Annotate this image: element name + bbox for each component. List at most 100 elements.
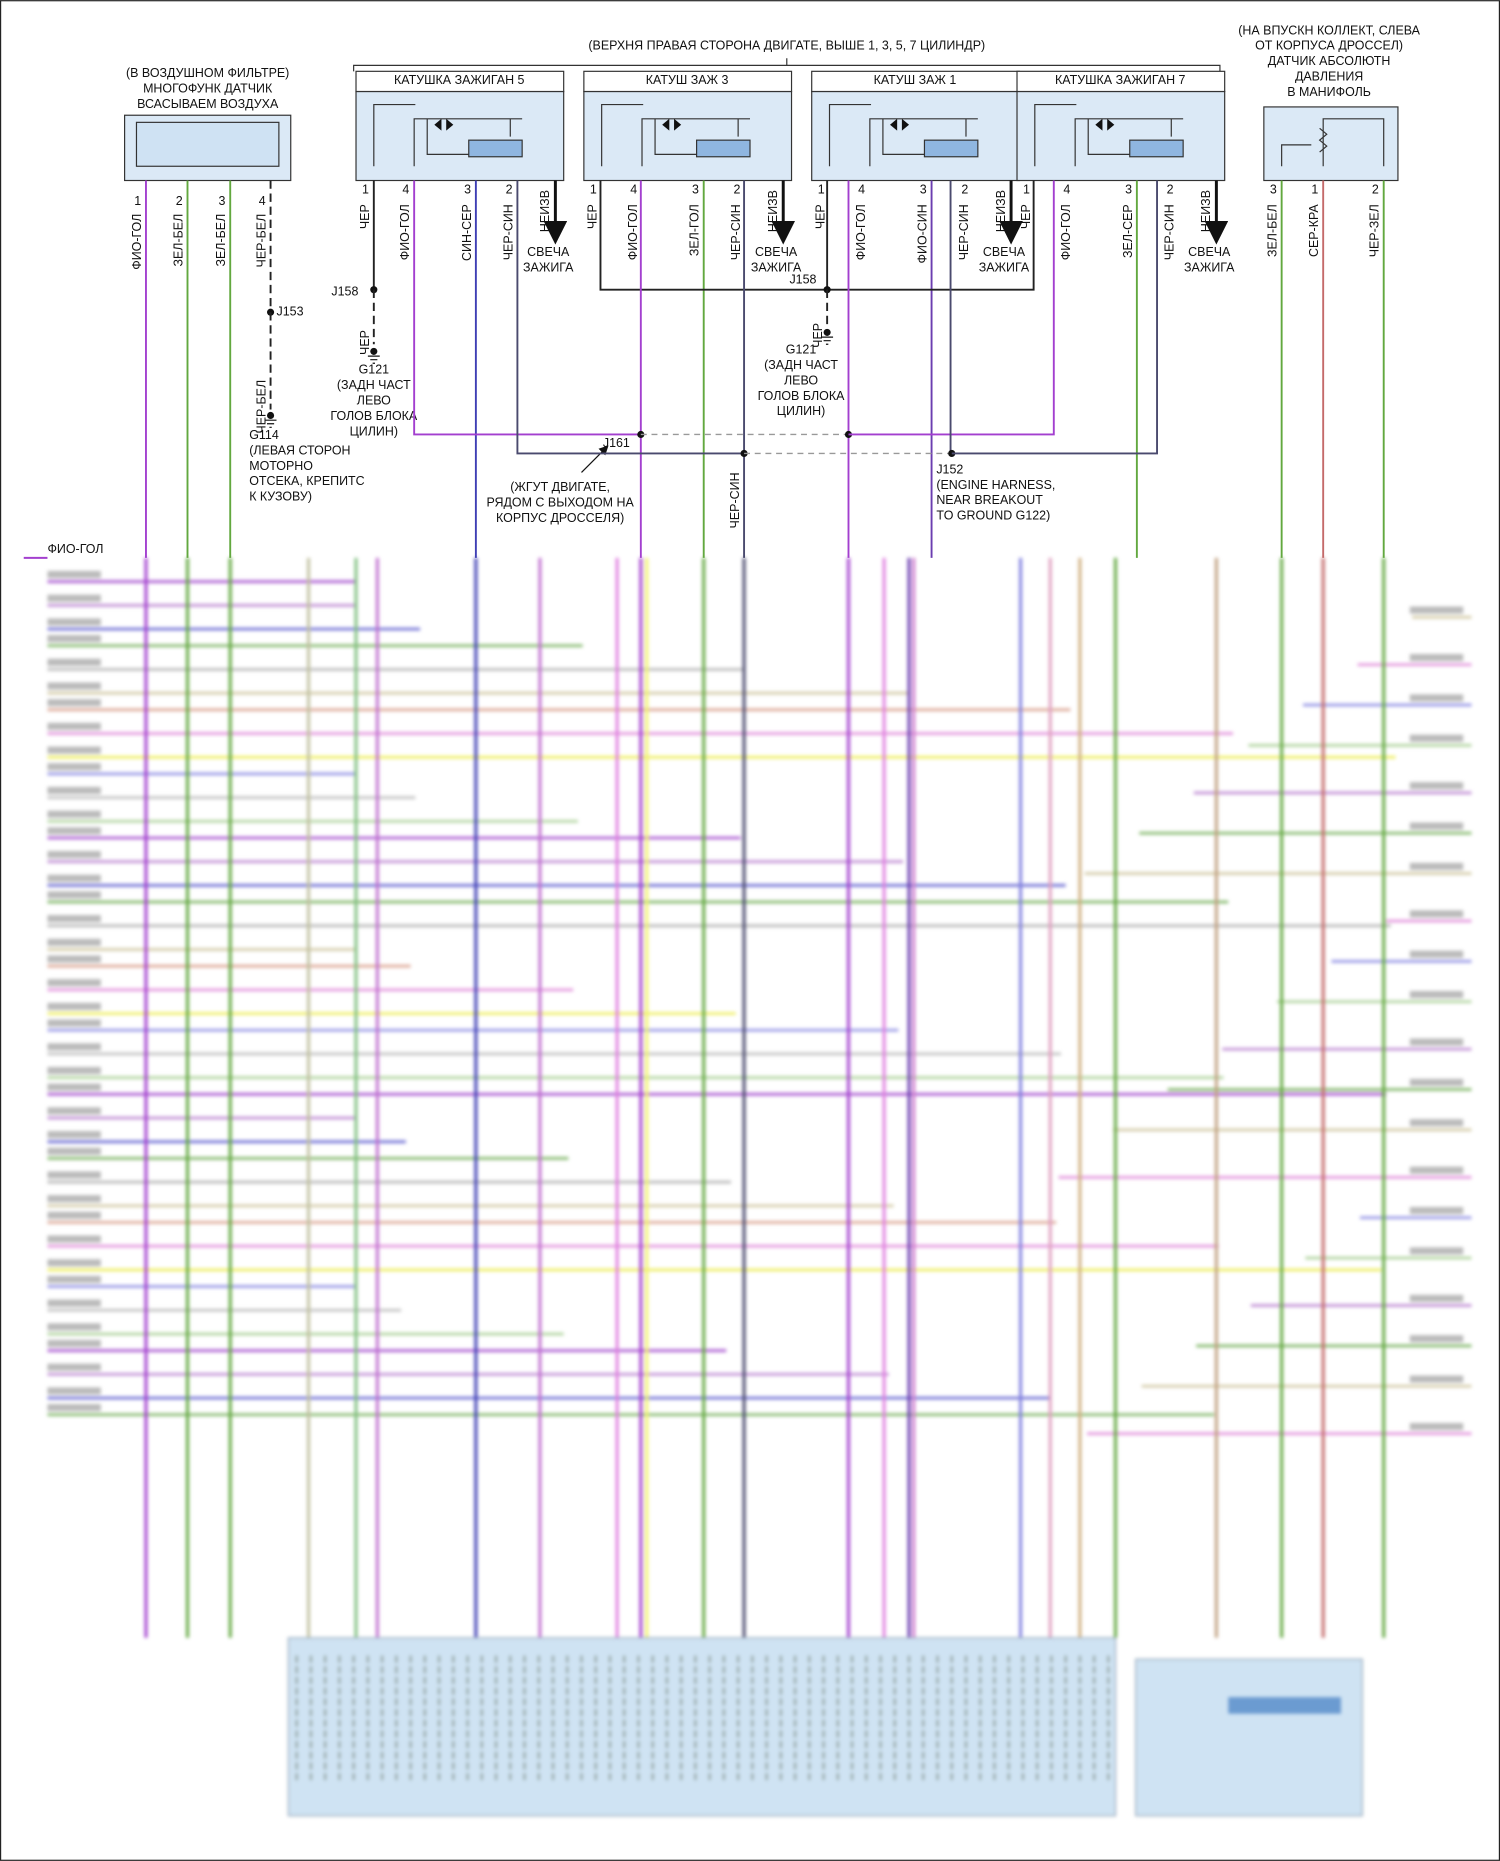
pin-number: 1	[1311, 182, 1318, 196]
wire-color-label: ФИО-ГОЛ	[130, 214, 144, 270]
spark-plug-label: ЗАЖИГА	[751, 261, 802, 275]
output-label: НЕИЗВ	[538, 190, 552, 232]
wire-color-label: ФИО-ГОЛ	[398, 204, 412, 260]
wire-color-label: ЧЕР-БЕЛ	[255, 214, 269, 268]
blurred-label	[47, 891, 101, 899]
component-inner	[135, 121, 280, 167]
coil-title: КАТУШ ЗАЖ 1	[874, 73, 957, 87]
splice-dot	[370, 347, 378, 355]
blurred-label	[47, 850, 101, 859]
ground-label: (ЗАДН ЧАСТ	[764, 358, 838, 372]
splice-dot	[267, 411, 275, 420]
blurred-label	[1409, 910, 1464, 918]
harness-note: (ЖГУТ ДВИГАТЕ,	[510, 480, 610, 494]
blurred-label	[1409, 782, 1464, 790]
splice-label: J153	[277, 305, 304, 319]
pin-number: 4	[630, 182, 637, 196]
pin-number: 4	[402, 182, 409, 196]
blurred-label	[1409, 1247, 1464, 1255]
blurred-label	[1409, 734, 1464, 742]
spark-plug-label: ЗАЖИГА	[1184, 261, 1235, 275]
blurred-label	[47, 1147, 101, 1155]
blurred-label	[47, 1323, 101, 1331]
diode	[434, 118, 454, 131]
ground-label: ЦИЛИН)	[350, 424, 398, 438]
ground-label: ГОЛОВ БЛОКА	[758, 389, 846, 403]
blurred-label	[1409, 991, 1464, 999]
ground-label: ОТСЕКА, КРЕПИТС	[249, 474, 364, 488]
wire-color-label: ФИО-ГОЛ	[626, 204, 640, 260]
blurred-label	[1409, 1207, 1464, 1215]
wire-color-label: ЧЕР-СИН	[1162, 204, 1176, 260]
wire-color-label: ФИО-СИН	[916, 204, 930, 263]
pin-number: 3	[1270, 182, 1277, 196]
wire-color-label: ФИО-ГОЛ	[854, 204, 868, 260]
coil-title-box	[1016, 70, 1226, 93]
spark-plug-label: СВЕЧА	[755, 245, 798, 259]
pin-number: 4	[259, 194, 266, 208]
blurred-label	[47, 786, 101, 795]
blurred-label	[47, 1019, 101, 1027]
wire-color-label: ФИО-ГОЛ	[1059, 204, 1073, 260]
bracket	[353, 58, 1221, 72]
pin-number: 2	[506, 182, 513, 196]
blurred-module	[287, 1637, 1117, 1817]
pin-number: 2	[733, 182, 740, 196]
blurred-label	[47, 955, 101, 963]
blurred-label	[47, 763, 101, 771]
splice-dot	[823, 328, 831, 336]
wire-color-label: ЧЕР	[358, 330, 372, 355]
blurred-lower-area	[47, 557, 1472, 1817]
wire	[516, 180, 745, 455]
blurred-label	[1409, 694, 1464, 702]
blurred-label	[47, 618, 101, 626]
coil-winding	[696, 139, 751, 158]
spark-plug-label: СВЕЧА	[1188, 245, 1231, 259]
blurred-label	[47, 1131, 101, 1139]
pin-number: 1	[590, 182, 597, 196]
blurred-label	[1409, 1166, 1464, 1174]
edge-wire-label: ФИО-ГОЛ	[47, 542, 103, 556]
splice-label: (ENGINE HARNESS,	[936, 478, 1055, 492]
splice-label: J152	[936, 462, 963, 476]
output-label: НЕИЗВ	[766, 190, 780, 232]
blurred-label	[47, 1211, 101, 1219]
upper-area: ФИО-ГОЛ (В ВОЗДУШНОМ ФИЛЬТРЕ)МНОГОФУНК ДА…	[23, 23, 1421, 559]
blurred-label	[47, 746, 101, 754]
pin-number: 3	[692, 182, 699, 196]
blurred-label	[47, 1235, 101, 1243]
blurred-label	[47, 1339, 101, 1348]
blurred-label	[47, 979, 101, 987]
blurred-label	[1409, 1422, 1464, 1431]
ground-label: МОТОРНО	[249, 459, 313, 473]
ground-symbol	[264, 419, 277, 428]
pin-number: 2	[1372, 182, 1379, 196]
ground-label: ЛЕВО	[357, 394, 391, 408]
ground-label: G121	[786, 342, 817, 356]
component-label: (НА ВПУСКН КОЛЛЕКТ, СЛЕВА	[1238, 23, 1420, 37]
blurred-label	[47, 1403, 101, 1412]
coil-winding	[1129, 139, 1184, 158]
wire-color-label: ЗЕЛ-БЕЛ	[171, 214, 185, 267]
blurred-label	[1409, 606, 1464, 614]
coil-internal	[828, 103, 978, 167]
wire-color-label: ЧЕР	[358, 204, 372, 229]
wire	[413, 180, 641, 436]
spark-plug-label: ЗАЖИГА	[979, 261, 1030, 275]
ground-label: (ЛЕВАЯ СТОРОН	[249, 443, 350, 457]
blurred-label	[47, 1275, 101, 1283]
pin-number: 4	[1063, 182, 1070, 196]
ground-symbol	[821, 336, 834, 345]
pin-number: 2	[1167, 182, 1174, 196]
wire-color-label: ЧЕР	[813, 204, 827, 229]
blurred-label	[1409, 1335, 1464, 1343]
blurred-label	[47, 635, 101, 643]
blurred-label	[47, 1299, 101, 1307]
wire	[848, 180, 1055, 436]
blurred-label	[47, 810, 101, 818]
blurred-label	[47, 699, 101, 707]
blurred-label	[47, 722, 101, 730]
ground-label: G114	[249, 428, 279, 442]
ground-label: ГОЛОВ БЛОКА	[330, 409, 418, 423]
